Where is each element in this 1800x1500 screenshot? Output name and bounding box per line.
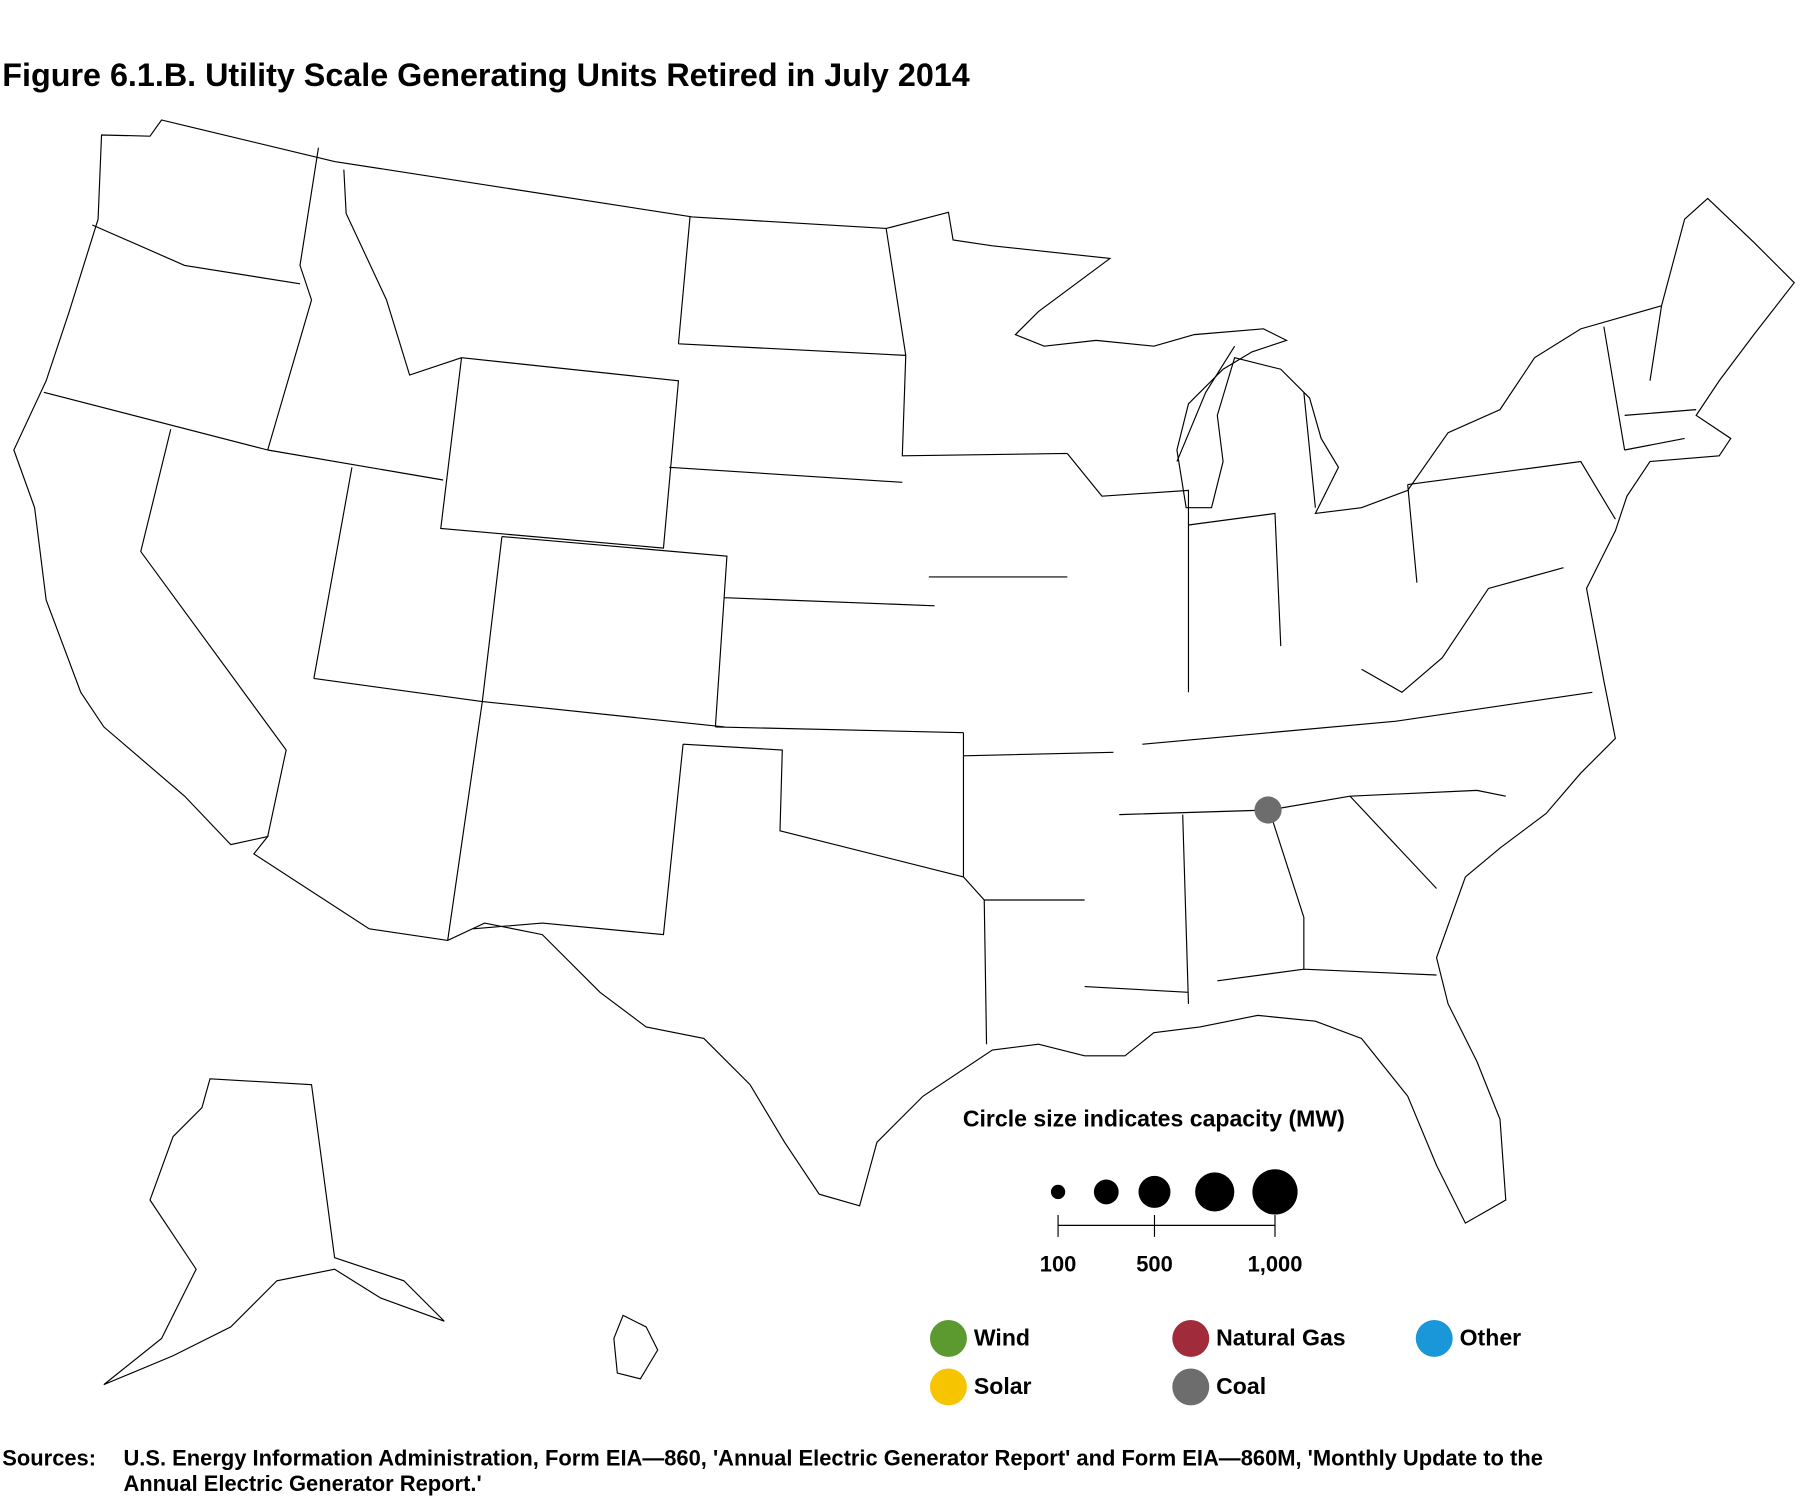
hawaii-island bbox=[523, 1239, 543, 1254]
size-legend-circle bbox=[1138, 1175, 1171, 1208]
size-legend-circle bbox=[1195, 1172, 1235, 1212]
sources-label: Sources: bbox=[2, 1445, 96, 1470]
legend-label: Coal bbox=[1216, 1373, 1266, 1399]
alaska-outline bbox=[103, 1078, 445, 1386]
hawaii-island bbox=[613, 1314, 659, 1380]
legend-label: Solar bbox=[974, 1373, 1032, 1399]
legend-swatch bbox=[1172, 1368, 1210, 1406]
size-legend-circle bbox=[1093, 1179, 1119, 1205]
size-legend-title: Circle size indicates capacity (MW) bbox=[963, 1105, 1345, 1131]
size-legend-circle bbox=[1050, 1184, 1066, 1200]
legend-swatch bbox=[1172, 1320, 1210, 1357]
lower-48-outline bbox=[13, 119, 1795, 1224]
legend-swatch bbox=[930, 1368, 967, 1406]
legend-label: Natural Gas bbox=[1216, 1325, 1345, 1351]
sources-text: U.S. Energy Information Administration, … bbox=[123, 1445, 1542, 1470]
us-map bbox=[13, 119, 1795, 1386]
hawaii-island bbox=[586, 1273, 607, 1288]
plant-point bbox=[1254, 796, 1282, 824]
sources-text: Annual Electric Generator Report.' bbox=[123, 1471, 481, 1496]
hawaii-island bbox=[461, 1208, 480, 1222]
chart-title: Figure 6.1.B. Utility Scale Generating U… bbox=[2, 57, 969, 93]
size-legend-tick-label: 1,000 bbox=[1248, 1252, 1303, 1277]
legend-label: Wind bbox=[974, 1325, 1030, 1351]
size-legend-circle bbox=[1252, 1169, 1298, 1215]
legend-label: Other bbox=[1460, 1325, 1522, 1351]
state-borders bbox=[43, 147, 1697, 1045]
legend-swatch bbox=[1415, 1320, 1453, 1357]
size-legend-tick-label: 500 bbox=[1136, 1252, 1173, 1277]
size-legend-tick-label: 100 bbox=[1040, 1252, 1077, 1277]
legend-swatch bbox=[930, 1320, 967, 1357]
hawaii-island bbox=[561, 1264, 579, 1274]
